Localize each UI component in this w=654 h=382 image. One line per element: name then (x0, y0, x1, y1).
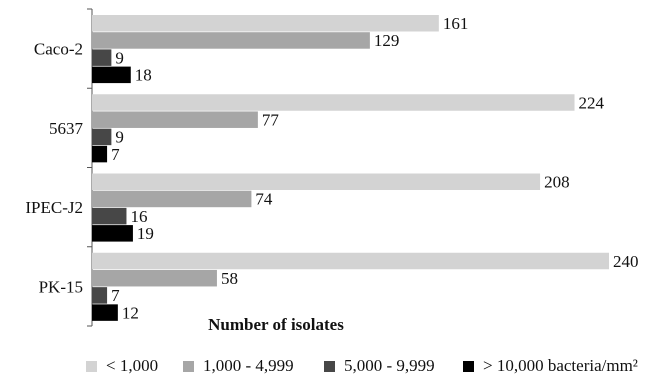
bar (92, 15, 439, 32)
data-label: 240 (613, 252, 639, 271)
bar (92, 32, 370, 49)
data-label: 9 (115, 48, 124, 67)
bar (92, 225, 133, 242)
category-label: IPEC-J2 (25, 198, 83, 217)
data-label: 58 (221, 269, 238, 288)
data-label: 77 (262, 110, 280, 129)
data-label: 7 (111, 145, 120, 164)
bar (92, 269, 217, 287)
bar (92, 287, 108, 304)
legend-item-lt-1000: < 1,000 (86, 356, 158, 376)
data-label: 18 (135, 66, 152, 85)
category-label: 5637 (49, 119, 84, 138)
data-label: 161 (443, 14, 469, 33)
bar (92, 128, 112, 146)
data-label: 7 (111, 286, 120, 305)
bar (92, 252, 609, 270)
data-label: 208 (544, 173, 570, 192)
x-axis-label: Number of isolates (208, 315, 344, 334)
legend-label-1000-4999: 1,000 - 4,999 (203, 356, 294, 375)
legend-swatch-lt-1000 (86, 360, 97, 372)
bar (92, 94, 575, 111)
data-label: 16 (130, 207, 147, 226)
legend-item-gt-10000: > 10,000 bacteria/mm² (463, 356, 638, 376)
data-label: 224 (579, 93, 605, 112)
bar (92, 111, 258, 128)
legend-label-lt-1000: < 1,000 (106, 356, 159, 375)
bar (92, 190, 252, 208)
legend-swatch-5000-9999 (324, 360, 335, 372)
bar (92, 49, 112, 66)
category-label: PK-15 (39, 277, 83, 296)
data-label: 9 (115, 128, 124, 147)
bar (92, 145, 108, 163)
legend-label-5000-9999: 5,000 - 9,999 (344, 356, 435, 375)
category-label: Caco-2 (34, 40, 83, 59)
legend-label-gt-10000: > 10,000 bacteria/mm² (483, 356, 638, 375)
legend-swatch-gt-10000 (463, 360, 474, 372)
data-label: 12 (122, 303, 139, 322)
bar (92, 173, 541, 190)
legend-swatch-1000-4999 (183, 360, 194, 372)
legend-item-5000-9999: 5,000 - 9,999 (324, 356, 435, 376)
legend-item-1000-4999: 1,000 - 4,999 (183, 356, 294, 376)
data-label: 74 (255, 190, 272, 209)
bar (92, 304, 118, 321)
bar (92, 66, 131, 84)
legend: < 1,000 1,000 - 4,999 5,000 - 9,999 > 10… (0, 356, 654, 378)
data-label: 19 (137, 224, 154, 243)
data-label: 129 (374, 31, 400, 50)
bar (92, 207, 127, 225)
